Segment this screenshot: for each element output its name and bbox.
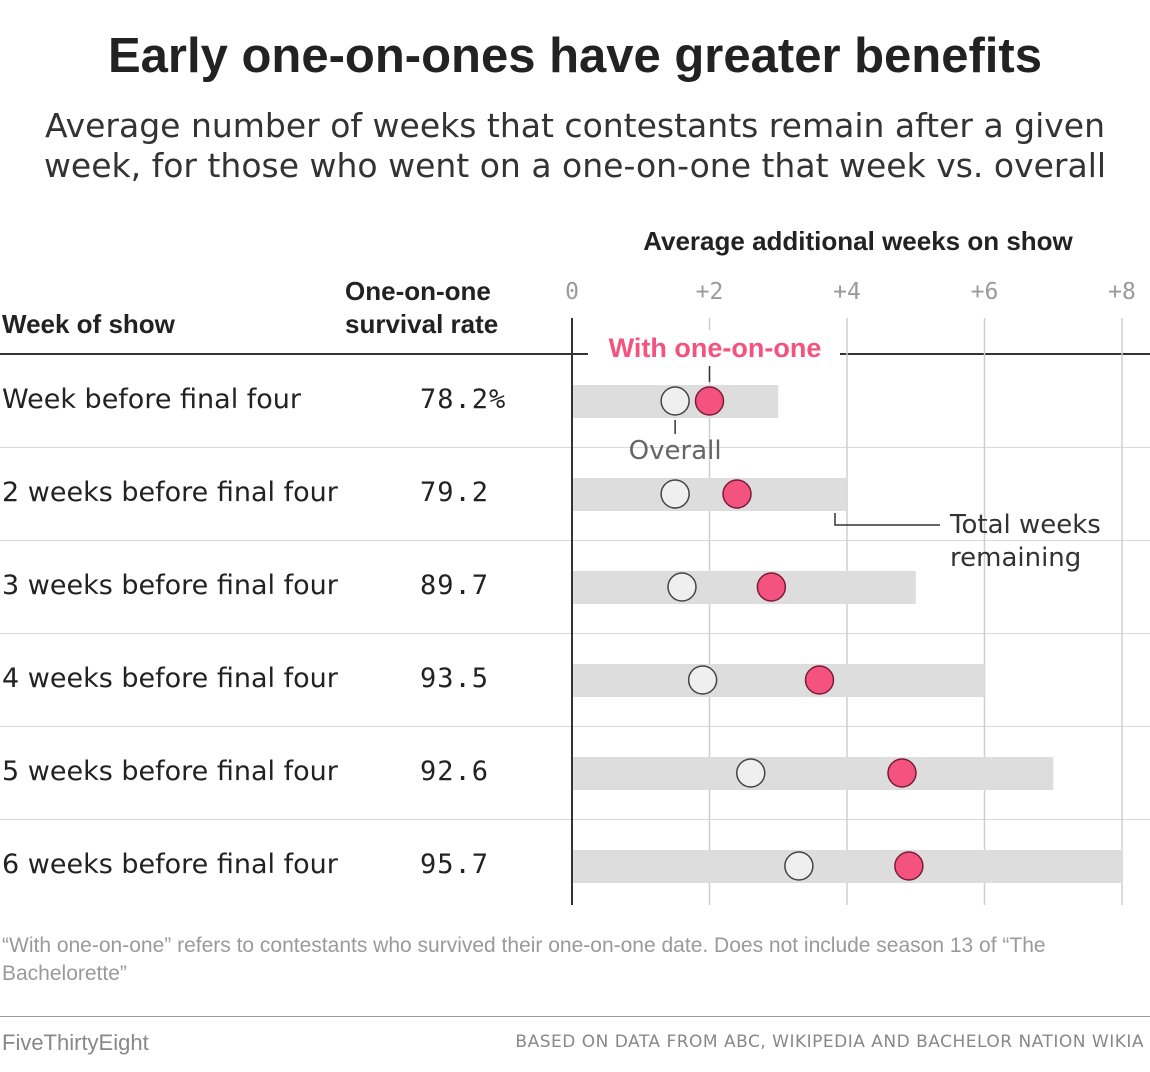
header-divider [0,353,1150,355]
overall-dot [660,386,690,416]
survival-rate: 93.5 [420,663,490,694]
total-weeks-bar [572,571,916,604]
overall-dot [736,758,766,788]
overall-dot [687,665,718,695]
total-weeks-bar [572,850,1122,883]
x-tick-label: +6 [970,279,999,305]
overall-label: Overall [629,436,722,466]
source-note: BASED ON DATA FROM ABC, WIKIPEDIA AND BA… [515,1032,1144,1052]
chart-title: Early one-on-ones have greater benefits [108,29,1042,83]
axis-title: Average additional weeks on show [643,226,1073,256]
row-label: 2 weeks before final four [2,477,338,508]
survival-rate: 89.7 [420,570,490,601]
overall-dot [784,851,814,881]
row-divider [0,819,1150,820]
survival-rate: 95.7 [420,849,490,880]
total-weeks-label-line1: Total weeks [949,510,1101,540]
total-weeks-label-line2: remaining [950,543,1081,573]
row-divider [0,726,1150,727]
total-weeks-leader [834,513,940,526]
subtitle-line-1: Average number of weeks that contestants… [44,106,1106,145]
row-divider [0,447,1150,448]
survival-rate: 92.6 [420,756,490,787]
row-label: 4 weeks before final four [2,663,338,694]
row-label: 3 weeks before final four [2,570,338,601]
survival-rate: 78.2% [420,384,507,415]
with-one-on-one-dot [894,851,924,881]
with-one-on-one-dot [756,572,787,602]
total-weeks-bar [572,478,847,511]
x-tick-label: 0 [565,279,579,305]
x-tick-label: +4 [833,279,861,305]
with-one-on-one-dot [887,758,917,788]
chart-subtitle: Average number of weeks that contestants… [0,106,1150,186]
with-one-on-one-dot [804,665,835,695]
with-one-on-one-dot [722,479,752,509]
row-label: 6 weeks before final four [2,849,338,880]
with-one-on-one-label: With one-on-one [609,333,822,363]
total-weeks-bar [572,664,985,697]
total-weeks-bar [572,757,1054,790]
x-tick-label: +8 [1108,279,1136,305]
overall-dot [667,572,697,602]
row-divider [0,540,1150,541]
annotation-backdrop [588,330,840,366]
rate-column-header-line1: One-on-one [345,276,491,306]
x-tick-label: +2 [695,279,724,305]
brand-name: FiveThirtyEight [2,1030,149,1055]
overall-dot [660,479,690,509]
row-label: Week before final four [2,384,302,415]
week-column-header: Week of show [2,309,175,339]
with-one-on-one-dot [694,386,725,416]
row-divider [0,633,1150,634]
footnote: “With one-on-one” refers to contestants … [2,934,1046,985]
survival-rate: 79.2 [420,477,490,508]
row-label: 5 weeks before final four [2,756,338,787]
subtitle-line-2: week, for those who went on a one-on-one… [43,146,1107,185]
footer-divider [0,1016,1150,1017]
rate-column-header-line2: survival rate [345,309,499,339]
